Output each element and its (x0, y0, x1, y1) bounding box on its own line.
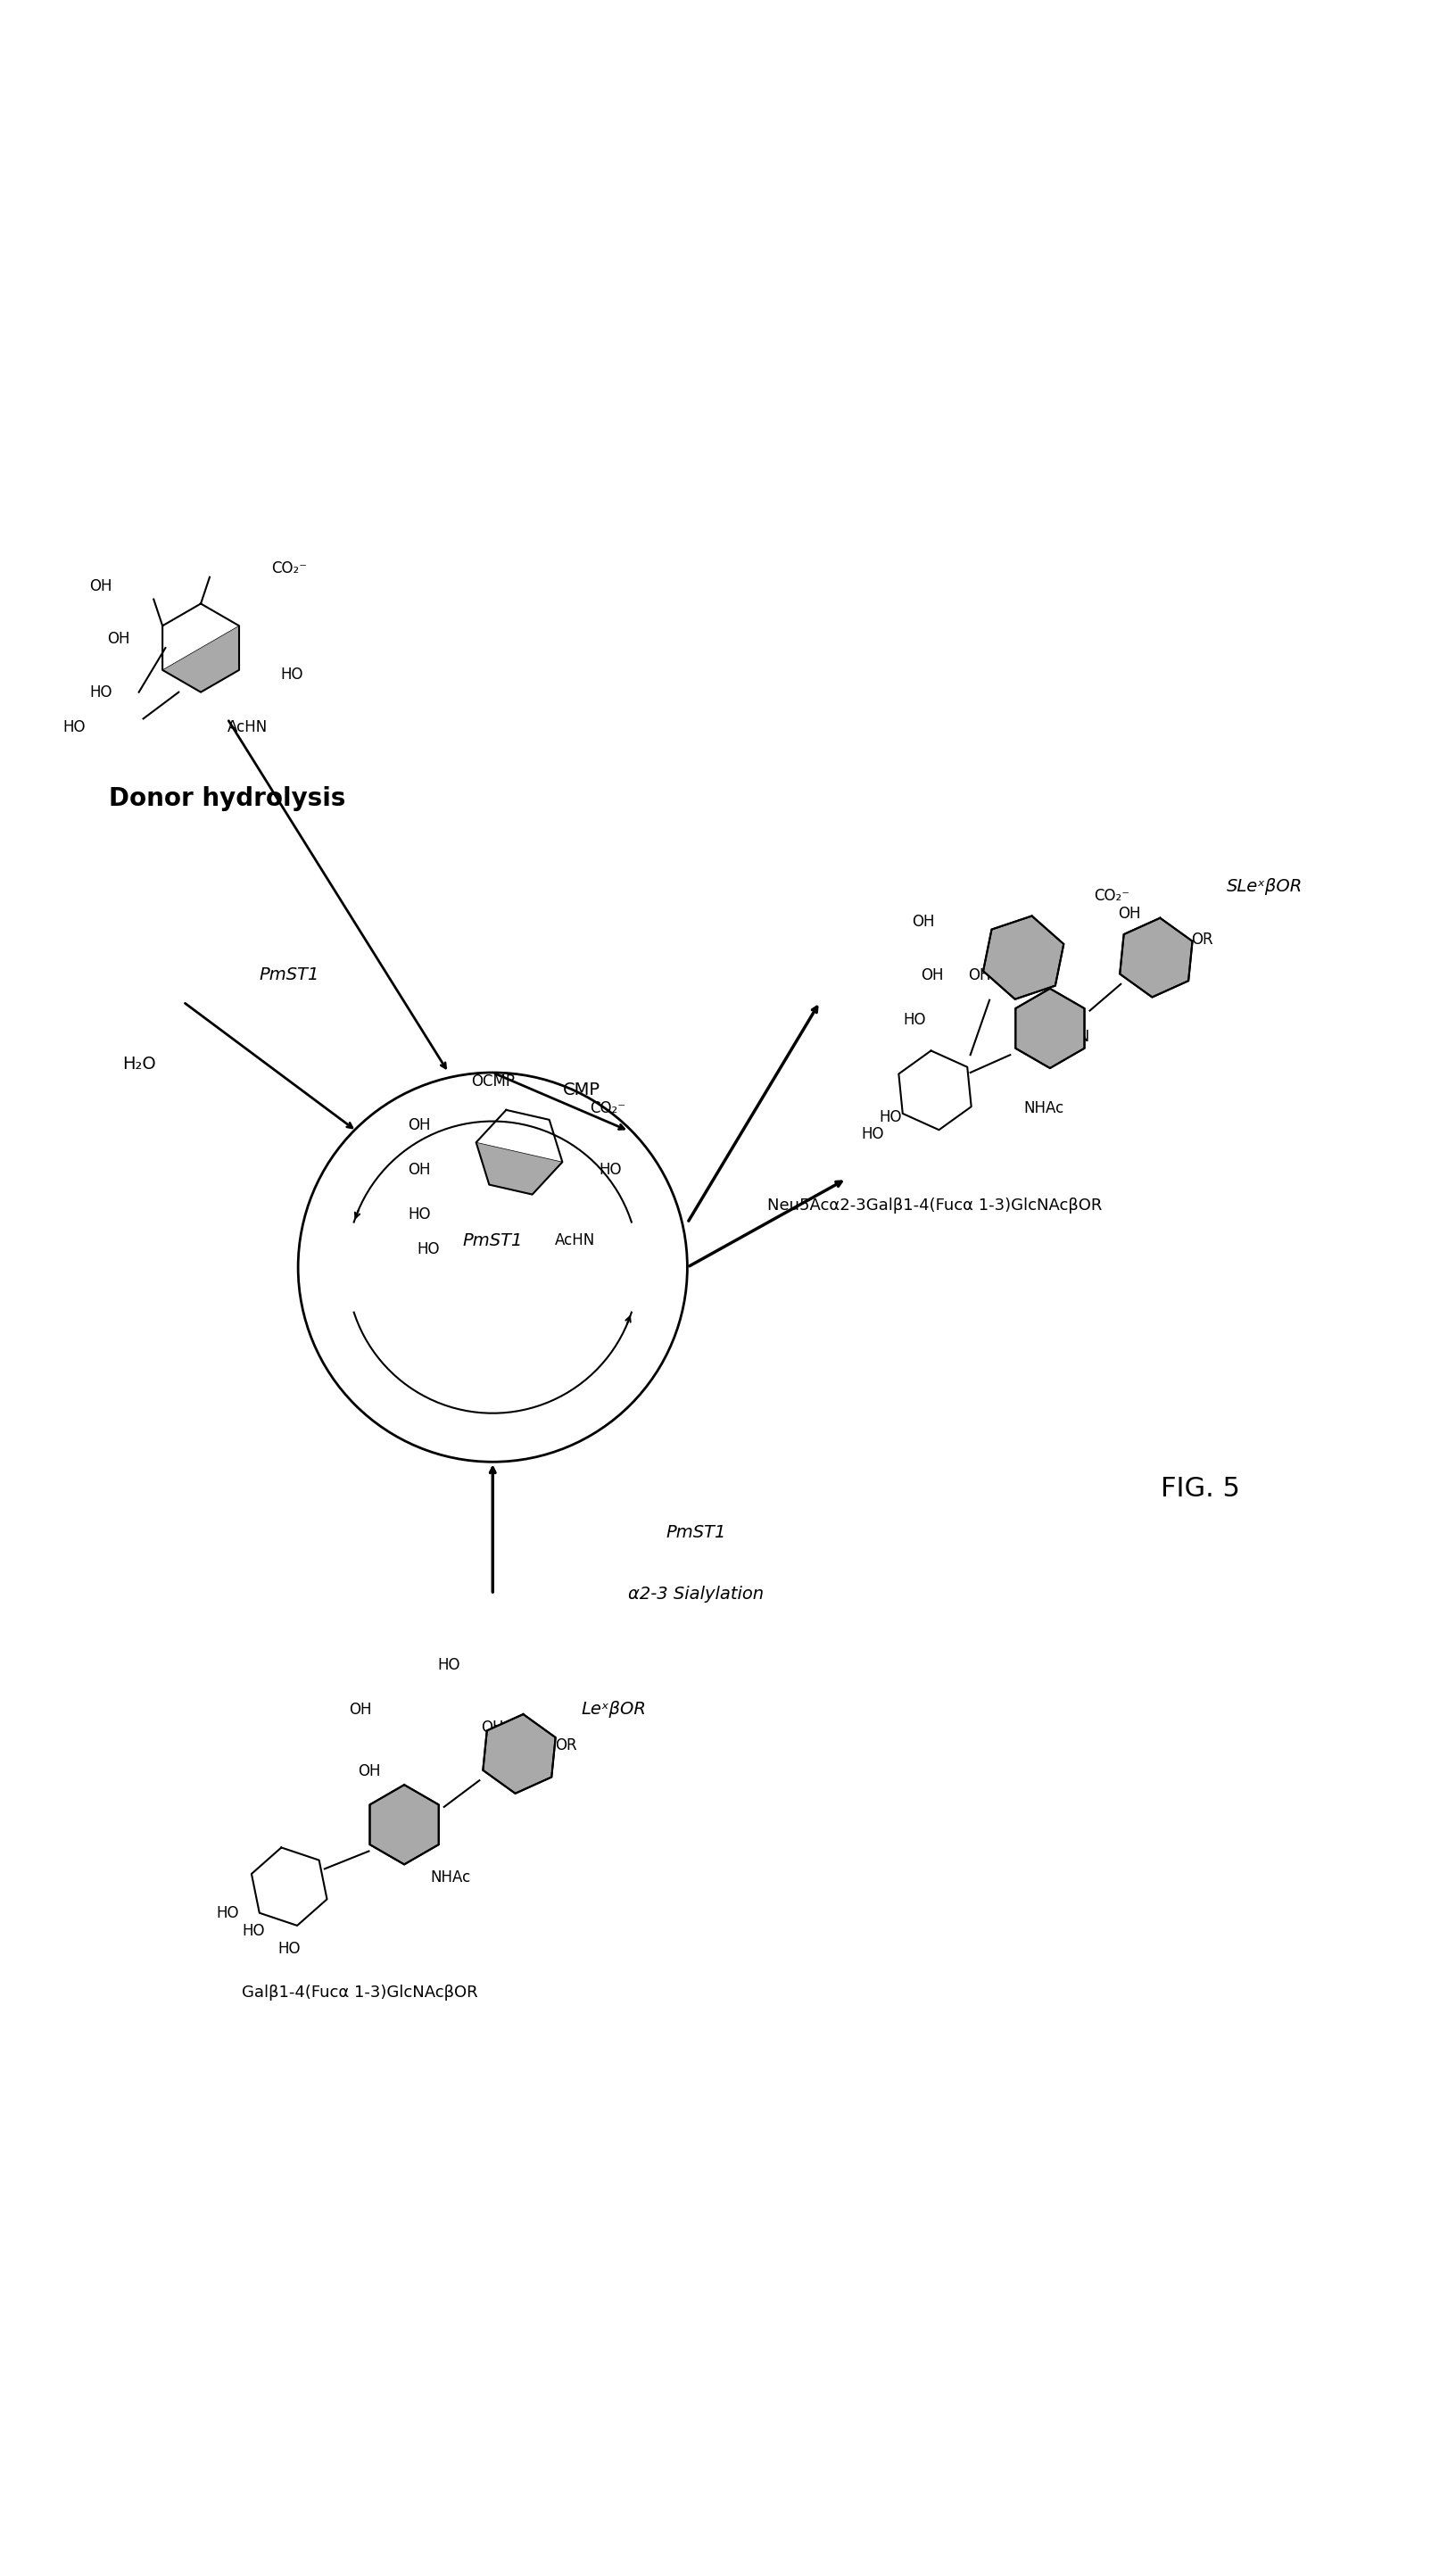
Text: FIG. 5: FIG. 5 (1160, 1475, 1241, 1501)
Text: H₂O: H₂O (122, 1055, 156, 1073)
Text: CO₂⁻: CO₂⁻ (1095, 889, 1130, 904)
Text: CO₂⁻: CO₂⁻ (590, 1099, 626, 1117)
Text: HO: HO (598, 1163, 622, 1178)
Text: NHAc: NHAc (431, 1870, 472, 1885)
Text: HO: HO (281, 666, 303, 681)
Text: HO: HO (903, 1012, 926, 1027)
Text: HO: HO (437, 1657, 460, 1672)
Text: AcHN: AcHN (555, 1232, 596, 1250)
Text: CO₂⁻: CO₂⁻ (272, 561, 307, 576)
Text: HO: HO (90, 684, 112, 699)
Text: OH: OH (913, 914, 935, 930)
Text: PmST1: PmST1 (259, 968, 319, 983)
Text: OCMP: OCMP (470, 1073, 514, 1088)
Text: OH: OH (108, 630, 130, 648)
Polygon shape (1015, 989, 1085, 1068)
Text: OH: OH (408, 1117, 431, 1135)
Text: HO: HO (215, 1905, 239, 1921)
Polygon shape (163, 625, 239, 691)
Text: NHAc: NHAc (1024, 1099, 1064, 1117)
Polygon shape (983, 917, 1064, 999)
Text: OH: OH (482, 1718, 504, 1736)
Text: OH: OH (90, 579, 112, 594)
Text: α2-3 Sialylation: α2-3 Sialylation (629, 1585, 764, 1603)
Text: HO: HO (862, 1127, 884, 1142)
Text: OH: OH (1118, 904, 1142, 922)
Polygon shape (476, 1142, 562, 1193)
Text: HO: HO (408, 1206, 431, 1222)
Text: AcHN: AcHN (227, 720, 268, 735)
Text: OH: OH (968, 968, 990, 983)
Text: HO: HO (63, 720, 86, 735)
Text: OH: OH (922, 968, 943, 983)
Text: OH: OH (348, 1701, 371, 1718)
Text: PmST1: PmST1 (463, 1232, 523, 1250)
Text: HO: HO (879, 1109, 903, 1124)
Text: LeˣβOR: LeˣβOR (581, 1701, 646, 1718)
Text: HO: HO (243, 1923, 265, 1939)
Text: PmST1: PmST1 (665, 1524, 727, 1542)
Text: AcHN: AcHN (1050, 1030, 1091, 1045)
Text: OH: OH (358, 1765, 380, 1780)
Polygon shape (483, 1713, 556, 1793)
Text: OR: OR (1191, 932, 1213, 948)
Text: HO: HO (278, 1941, 300, 1957)
Text: OR: OR (555, 1736, 577, 1754)
Text: OH: OH (408, 1163, 431, 1178)
Polygon shape (370, 1785, 438, 1864)
Text: SLeˣβOR: SLeˣβOR (1227, 878, 1303, 896)
Text: Neu5Acα2-3Galβ1-4(Fucα 1-3)GlcNAcβOR: Neu5Acα2-3Galβ1-4(Fucα 1-3)GlcNAcβOR (767, 1196, 1102, 1214)
Text: CMP: CMP (562, 1081, 600, 1099)
Text: Donor hydrolysis: Donor hydrolysis (109, 786, 345, 812)
Polygon shape (1120, 917, 1192, 996)
Text: Galβ1-4(Fucα 1-3)GlcNAcβOR: Galβ1-4(Fucα 1-3)GlcNAcβOR (242, 1985, 478, 2000)
Text: HO: HO (416, 1242, 440, 1257)
